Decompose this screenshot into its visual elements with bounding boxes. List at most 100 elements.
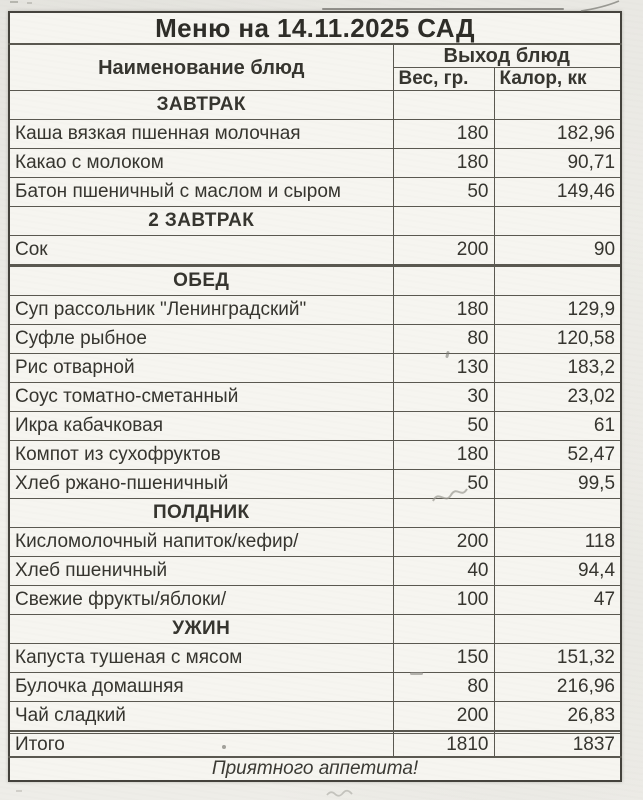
empty-weight-cell [392, 205, 495, 236]
dish-name-cell: Компот из сухофруктов [8, 440, 394, 471]
section-header-cell: ОБЕД [8, 266, 394, 297]
empty-kcal-cell [493, 730, 622, 734]
header-row-1: Наименование блюд Выход блюд [8, 43, 622, 91]
menu-dish-row: Суфле рыбное 80 120,58 [8, 324, 622, 355]
dish-name-cell: Каша вязкая пшенная молочная [8, 118, 394, 149]
dish-weight-cell: 180 [392, 118, 495, 149]
empty-weight-cell [392, 498, 495, 529]
dish-weight-cell: 150 [392, 642, 495, 673]
menu-dish-row: Суп рассольник "Ленинградский" 180 129,9 [8, 295, 622, 326]
section-header-cell: ЗАВТРАК [8, 90, 394, 120]
dish-name-cell: Свежие фрукты/яблоки/ [8, 584, 394, 615]
menu-empty-row [8, 264, 622, 268]
dish-weight-cell: 200 [392, 700, 495, 731]
menu-dish-row: Булочка домашняя 80 216,96 [8, 671, 622, 702]
menu-section-row: ПОЛДНИК [8, 498, 622, 529]
dish-kcal-cell: 182,96 [493, 118, 622, 149]
section-header-cell: 2 ЗАВТРАК [8, 205, 394, 236]
menu-section-row: ОБЕД [8, 266, 622, 297]
dish-name-cell: Соус томатно-сметанный [8, 382, 394, 413]
total-kcal-cell: 1837 [493, 732, 622, 758]
column-header-dish-name: Наименование блюд [8, 43, 394, 91]
dish-kcal-cell: 216,96 [493, 671, 622, 702]
menu-dish-row: Каша вязкая пшенная молочная 180 182,96 [8, 118, 622, 149]
empty-kcal-cell [493, 498, 622, 529]
column-header-weight: Вес, гр. [392, 67, 495, 91]
dish-name-cell: Суфле рыбное [8, 324, 394, 355]
menu-table: Меню на 14.11.2025 САД Наименование блюд… [8, 11, 623, 782]
dish-kcal-cell: 52,47 [493, 440, 622, 471]
dish-name-cell: Хлеб пшеничный [8, 556, 394, 586]
scan-artifact-top-border-smudge [322, 8, 564, 10]
menu-title: Меню на 14.11.2025 САД [8, 11, 622, 45]
dish-weight-cell: 30 [392, 382, 495, 413]
title-row: Меню на 14.11.2025 САД [8, 11, 622, 45]
dish-kcal-cell: 47 [493, 584, 622, 615]
menu-section-row: 2 ЗАВТРАК [8, 205, 622, 236]
dish-weight-cell: 50 [392, 411, 495, 442]
dish-kcal-cell: 149,46 [493, 176, 622, 207]
section-header-cell: ПОЛДНИК [8, 498, 394, 529]
dish-kcal-cell: 94,4 [493, 556, 622, 586]
menu-dish-row: Хлеб ржано-пшеничный 50 99,5 [8, 469, 622, 500]
empty-weight-cell [392, 90, 495, 120]
menu-empty-row [8, 730, 622, 734]
dish-kcal-cell: 90,71 [493, 147, 622, 178]
bon-appetit-text: Приятного аппетита! [8, 756, 622, 782]
dish-name-cell: Суп рассольник "Ленинградский" [8, 295, 394, 326]
dish-kcal-cell: 26,83 [493, 700, 622, 731]
dish-name-cell: Рис отварной [8, 353, 394, 384]
empty-kcal-cell [493, 613, 622, 644]
dish-weight-cell: 100 [392, 584, 495, 615]
scan-artifact-top-left-mark [10, 1, 18, 3]
empty-kcal-cell [493, 264, 622, 268]
empty-kcal-cell [493, 205, 622, 236]
dish-kcal-cell: 61 [493, 411, 622, 442]
empty-weight-cell [392, 613, 495, 644]
menu-section-row: УЖИН [8, 613, 622, 644]
menu-dish-row: Соус томатно-сметанный 30 23,02 [8, 382, 622, 413]
dish-kcal-cell: 120,58 [493, 324, 622, 355]
menu-dish-row: Батон пшеничный с маслом и сыром 50 149,… [8, 176, 622, 207]
menu-dish-row: Икра кабачковая 50 61 [8, 411, 622, 442]
dish-kcal-cell: 23,02 [493, 382, 622, 413]
menu-dish-row: Компот из сухофруктов 180 52,47 [8, 440, 622, 471]
dish-weight-cell: 180 [392, 440, 495, 471]
dish-kcal-cell: 129,9 [493, 295, 622, 326]
dish-name-cell: Батон пшеничный с маслом и сыром [8, 176, 394, 207]
scan-artifact-top-left-mark [27, 2, 32, 4]
menu-dish-row: Кисломолочный напиток/кефир/ 200 118 [8, 527, 622, 557]
empty-weight-cell [392, 266, 495, 297]
dish-weight-cell: 180 [392, 295, 495, 326]
dish-kcal-cell: 99,5 [493, 469, 622, 500]
dish-name-cell: Икра кабачковая [8, 411, 394, 442]
dish-name-cell: Булочка домашняя [8, 671, 394, 702]
dish-weight-cell: 40 [392, 556, 495, 586]
scan-artifact-bottom-mark [326, 789, 353, 797]
empty-kcal-cell [493, 266, 622, 297]
dish-name-cell: Хлеб ржано-пшеничный [8, 469, 394, 500]
column-header-kcal: Калор, кк [493, 67, 622, 91]
dish-name-cell: Сок [8, 234, 394, 265]
dish-name-cell: Какао с молоком [8, 147, 394, 178]
dish-name-cell: Капуста тушеная с мясом [8, 642, 394, 673]
dish-name-cell: Чай сладкий [8, 700, 394, 731]
column-header-output-group: Выход блюд [392, 43, 622, 68]
menu-dish-row: Чай сладкий 200 26,83 [8, 700, 622, 731]
dish-weight-cell: 50 [392, 176, 495, 207]
total-row: Итого 1810 1837 [8, 732, 622, 758]
dish-weight-cell: 130 [392, 353, 495, 384]
total-weight-cell: 1810 [392, 732, 495, 758]
empty-kcal-cell [493, 90, 622, 120]
dish-kcal-cell: 118 [493, 527, 622, 557]
menu-dish-row: Какао с молоком 180 90,71 [8, 147, 622, 178]
header-row-2: Вес, гр. Калор, кк [9, 67, 622, 91]
menu-section-row: ЗАВТРАК [8, 90, 622, 120]
dish-weight-cell: 50 [392, 469, 495, 500]
menu-dish-row: Капуста тушеная с мясом 150 151,32 [8, 642, 622, 673]
footer-row: Приятного аппетита! [8, 756, 622, 782]
dish-kcal-cell: 183,2 [493, 353, 622, 384]
scan-artifact-bottom-mark [16, 790, 22, 792]
dish-weight-cell: 180 [392, 147, 495, 178]
